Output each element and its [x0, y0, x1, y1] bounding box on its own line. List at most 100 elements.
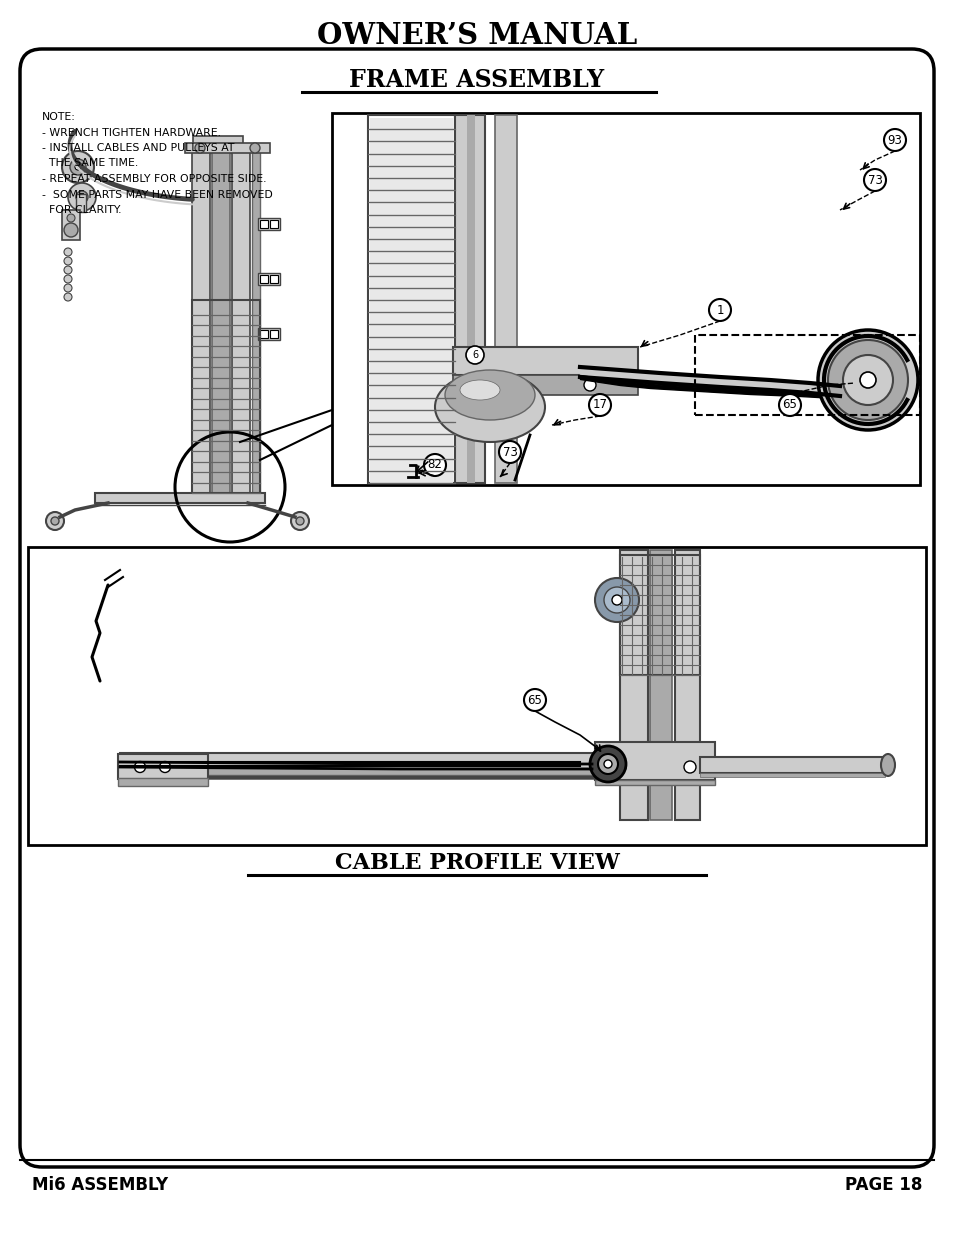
Bar [619, 550, 647, 820]
Bar [192, 300, 260, 495]
Bar [595, 781, 714, 785]
Bar [260, 275, 268, 283]
Bar [118, 755, 208, 779]
Bar [368, 115, 455, 483]
Bar [260, 220, 268, 228]
Text: 73: 73 [502, 446, 517, 458]
Text: - REPEAT ASSEMBLY FOR OPPOSITE SIDE.: - REPEAT ASSEMBLY FOR OPPOSITE SIDE. [42, 174, 266, 184]
Circle shape [64, 293, 71, 301]
Bar [212, 144, 230, 495]
Text: 82: 82 [427, 458, 442, 472]
Circle shape [708, 299, 730, 321]
Circle shape [612, 595, 621, 605]
Circle shape [194, 143, 205, 153]
Bar [595, 742, 714, 781]
Circle shape [46, 513, 64, 530]
Circle shape [64, 275, 71, 283]
Circle shape [603, 587, 629, 613]
Bar [270, 275, 277, 283]
Bar [649, 550, 671, 820]
Bar [252, 144, 260, 495]
Text: 65: 65 [781, 399, 797, 411]
Circle shape [589, 746, 625, 782]
Bar [257, 219, 280, 230]
Circle shape [883, 128, 905, 151]
Bar [95, 493, 265, 503]
Text: 73: 73 [866, 173, 882, 186]
Bar [192, 144, 210, 495]
Bar [467, 115, 475, 483]
Circle shape [68, 183, 96, 211]
Circle shape [51, 517, 59, 525]
Circle shape [423, 454, 446, 475]
Text: 1: 1 [716, 304, 723, 316]
Circle shape [159, 762, 171, 773]
Text: 17: 17 [592, 399, 607, 411]
Bar [193, 136, 243, 148]
Bar [257, 273, 280, 285]
Text: - WRENCH TIGHTEN HARDWARE.: - WRENCH TIGHTEN HARDWARE. [42, 127, 221, 137]
Circle shape [64, 266, 71, 274]
Circle shape [291, 513, 309, 530]
Circle shape [827, 340, 907, 420]
Bar [453, 375, 638, 380]
Circle shape [64, 248, 71, 256]
Bar [453, 375, 638, 395]
Bar [370, 119, 453, 483]
Bar [495, 115, 517, 483]
Text: Mi6 ASSEMBLY: Mi6 ASSEMBLY [32, 1176, 168, 1194]
Bar [118, 778, 208, 785]
Bar [232, 144, 250, 495]
Ellipse shape [435, 372, 544, 442]
Bar [28, 547, 925, 845]
Circle shape [614, 761, 625, 773]
Circle shape [817, 330, 917, 430]
Bar [700, 773, 884, 777]
Circle shape [859, 372, 875, 388]
Bar [185, 143, 270, 153]
Bar [120, 768, 655, 776]
Circle shape [863, 169, 885, 191]
Circle shape [523, 689, 545, 711]
Circle shape [583, 379, 596, 391]
Text: 6: 6 [472, 350, 477, 359]
Text: OWNER’S MANUAL: OWNER’S MANUAL [316, 21, 637, 49]
Circle shape [75, 164, 81, 170]
Circle shape [465, 346, 483, 364]
Bar [453, 347, 638, 375]
Circle shape [64, 224, 78, 237]
Circle shape [250, 143, 260, 153]
Text: -  SOME PARTS MAY HAVE BEEN REMOVED: - SOME PARTS MAY HAVE BEEN REMOVED [42, 189, 273, 200]
Circle shape [595, 578, 639, 622]
Text: PAGE 18: PAGE 18 [843, 1176, 921, 1194]
Ellipse shape [880, 755, 894, 776]
Bar [76, 194, 86, 212]
Text: - INSTALL CABLES AND PULLEYS AT: - INSTALL CABLES AND PULLEYS AT [42, 143, 234, 153]
Circle shape [598, 755, 618, 774]
Circle shape [67, 214, 75, 222]
Bar [619, 555, 700, 676]
Bar [120, 776, 655, 779]
Ellipse shape [444, 370, 535, 420]
Text: FRAME ASSEMBLY: FRAME ASSEMBLY [349, 68, 604, 91]
Ellipse shape [459, 380, 499, 400]
Bar [257, 329, 280, 340]
Circle shape [779, 394, 801, 416]
Circle shape [62, 151, 94, 183]
Circle shape [469, 379, 480, 391]
Bar [62, 210, 80, 240]
Circle shape [295, 517, 304, 525]
Circle shape [498, 441, 520, 463]
Circle shape [70, 159, 86, 175]
FancyBboxPatch shape [20, 49, 933, 1167]
Bar [700, 757, 884, 773]
Bar [260, 330, 268, 338]
Circle shape [683, 761, 696, 773]
Circle shape [603, 760, 612, 768]
Bar [675, 550, 700, 820]
Circle shape [76, 191, 88, 203]
Circle shape [64, 257, 71, 266]
Bar [270, 220, 277, 228]
Text: FOR CLARITY.: FOR CLARITY. [42, 205, 121, 215]
Text: NOTE:: NOTE: [42, 112, 76, 122]
